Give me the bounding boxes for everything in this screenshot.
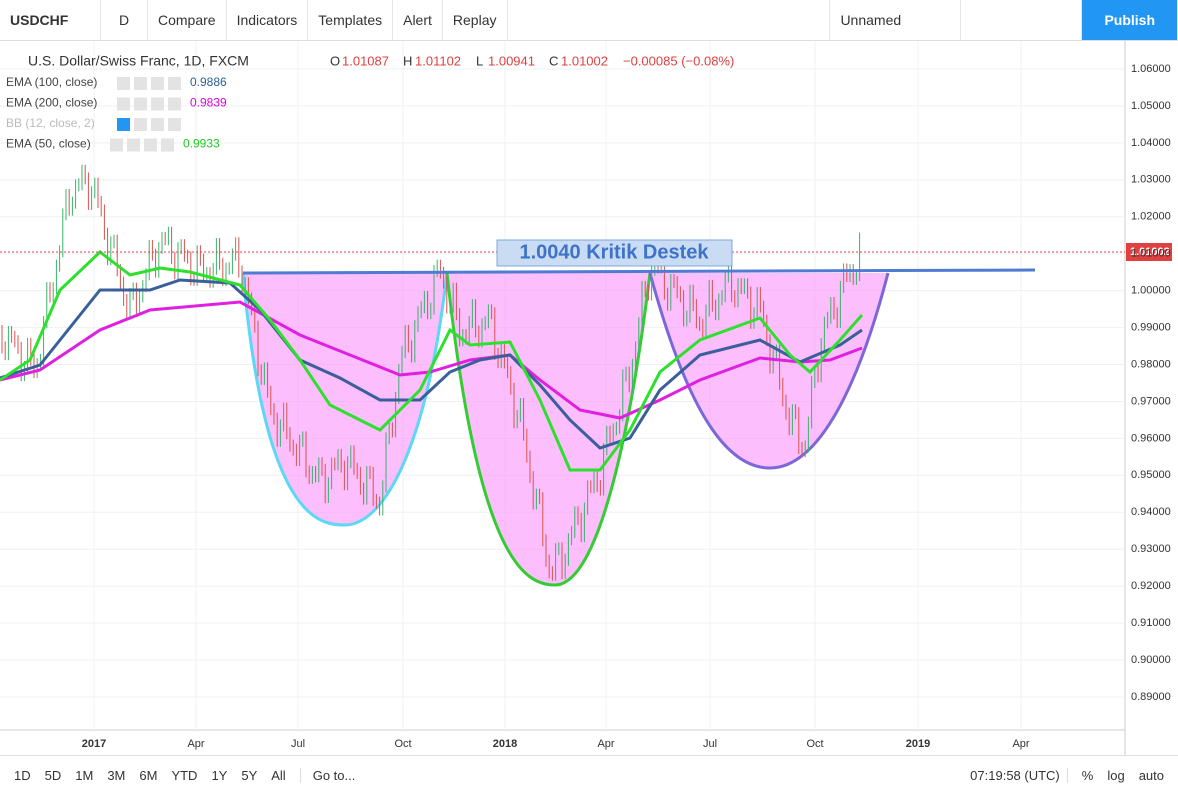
range-btn[interactable]: 5D bbox=[44, 767, 62, 783]
scale-option[interactable]: % bbox=[1081, 767, 1094, 783]
ohlc-value: 1.00941 bbox=[488, 53, 535, 68]
range-btn[interactable]: 1D bbox=[14, 767, 31, 783]
indicator-value: 0.9933 bbox=[183, 137, 220, 151]
indicator-btn bbox=[110, 138, 123, 152]
range-btn[interactable]: 1M bbox=[75, 767, 94, 783]
indicator-btn bbox=[168, 77, 181, 90]
indicator-value: 0.9839 bbox=[190, 96, 227, 110]
time-tick-label: Jul bbox=[291, 738, 305, 750]
indicator-btn bbox=[151, 118, 164, 131]
interval[interactable]: D bbox=[101, 0, 148, 40]
ohlc-value: 1.01102 bbox=[415, 53, 461, 68]
chart: 1.0040 Kritik Destek 1.01002 U.S. Dollar… bbox=[0, 41, 1172, 755]
price-tick-label: 0.97000 bbox=[1131, 395, 1171, 407]
ohlc-value: 1.01087 bbox=[342, 53, 389, 68]
price-tick-label: 1.01000 bbox=[1131, 248, 1171, 260]
symbol[interactable]: USDCHF bbox=[0, 0, 101, 40]
bottom-bar: 1D 5D 1M 3M 6M YTD 1Y 5Y All Go to... 07:19:58 (… bbox=[0, 755, 1178, 794]
ohlc-key: O bbox=[330, 53, 340, 68]
toolbar-btn[interactable]: Replay bbox=[443, 0, 508, 40]
indicator-name: EMA (200, close) bbox=[6, 96, 97, 110]
cup-outline bbox=[241, 272, 449, 527]
indicator-name: BB (12, close, 2) bbox=[6, 116, 95, 130]
toolbar: USDCHF D Compare Indicators Templates Al… bbox=[0, 0, 1178, 41]
cup-shape bbox=[243, 273, 447, 525]
indicator-btn bbox=[161, 138, 174, 152]
price-tick-label: 1.05000 bbox=[1131, 100, 1171, 112]
indicator-btn bbox=[151, 97, 164, 111]
toolbar-btn[interactable]: Alert bbox=[393, 0, 443, 40]
annotation-box bbox=[496, 239, 733, 267]
ohlc-key: H bbox=[403, 53, 412, 68]
price-tick-label: 0.96000 bbox=[1131, 432, 1171, 444]
ema-100 bbox=[0, 278, 863, 450]
time-tick-label: 2018 bbox=[493, 738, 517, 750]
cup-shape bbox=[650, 273, 888, 468]
range-btn[interactable]: 1Y bbox=[211, 767, 228, 783]
range-btn[interactable]: YTD bbox=[171, 767, 198, 783]
indicator-btn bbox=[117, 77, 130, 90]
toolbar-btn[interactable]: Compare bbox=[148, 0, 227, 40]
legend-title: U.S. Dollar/Swiss Franc, 1D, FXCM bbox=[28, 53, 249, 69]
layout-name[interactable]: Unnamed bbox=[830, 0, 962, 40]
indicator-btn bbox=[151, 77, 164, 90]
price-tick-label: 1.00000 bbox=[1131, 285, 1171, 297]
indicator-name: EMA (100, close) bbox=[6, 75, 97, 89]
last-price-box bbox=[1126, 243, 1172, 261]
indicator-btn bbox=[144, 138, 157, 152]
support-line bbox=[242, 268, 1036, 275]
range-btn[interactable]: All bbox=[271, 767, 286, 783]
clock: 07:19:58 (UTC) bbox=[970, 767, 1060, 783]
time-tick-label: Apr bbox=[187, 738, 204, 750]
indicator-btn bbox=[127, 138, 140, 152]
range-btn[interactable]: 6M bbox=[139, 767, 158, 783]
time-tick-label: Oct bbox=[806, 738, 823, 750]
price-tick-label: 1.06000 bbox=[1131, 63, 1171, 75]
ohlc-key: C bbox=[549, 53, 558, 68]
indicator-btn bbox=[168, 97, 181, 111]
price-tick-label: 0.98000 bbox=[1131, 358, 1171, 370]
price-tick-label: 0.89000 bbox=[1131, 691, 1171, 703]
indicator-btn bbox=[168, 118, 181, 131]
price-tick-label: 0.91000 bbox=[1131, 617, 1171, 629]
price-tick-label: 0.92000 bbox=[1131, 580, 1171, 592]
indicator-btn bbox=[117, 97, 130, 111]
time-tick-label: Apr bbox=[1012, 738, 1029, 750]
indicator-name: EMA (50, close) bbox=[6, 137, 91, 151]
publish-btn[interactable]: Publish bbox=[1082, 0, 1178, 40]
time-tick-label: Apr bbox=[597, 738, 614, 750]
indicator-btn bbox=[134, 77, 147, 90]
time-tick-label: Oct bbox=[394, 738, 411, 750]
indicator-btn bbox=[134, 97, 147, 111]
time-tick-label: 2019 bbox=[906, 738, 930, 750]
range-btn[interactable]: 3M bbox=[107, 767, 126, 783]
indicator-btn bbox=[117, 118, 130, 131]
toolbar-btn[interactable]: Indicators bbox=[227, 0, 309, 40]
toolbar-btn[interactable]: Templates bbox=[308, 0, 394, 40]
time-tick-label: 2017 bbox=[82, 738, 106, 750]
price-tick-label: 0.90000 bbox=[1131, 654, 1171, 666]
scale-option[interactable]: log bbox=[1107, 767, 1125, 783]
change: −0.00085 (−0.08%) bbox=[623, 53, 734, 68]
scale-option[interactable]: auto bbox=[1138, 767, 1164, 783]
price-tick-label: 1.03000 bbox=[1131, 174, 1171, 186]
goto[interactable]: Go to... bbox=[299, 767, 363, 783]
price-tick-label: 0.93000 bbox=[1131, 543, 1171, 555]
ohlc-key: L bbox=[476, 53, 483, 68]
price-tick-label: 0.95000 bbox=[1131, 469, 1171, 481]
price-tick-label: 0.99000 bbox=[1131, 321, 1171, 333]
range-btn[interactable]: 5Y bbox=[241, 767, 258, 783]
indicator-value: 0.9886 bbox=[190, 75, 227, 89]
price-tick-label: 0.94000 bbox=[1131, 506, 1171, 518]
indicator-btn bbox=[134, 118, 147, 131]
price-tick-label: 1.04000 bbox=[1131, 137, 1171, 149]
ema-50 bbox=[0, 250, 864, 472]
ohlc-value: 1.01002 bbox=[561, 53, 608, 68]
last-price: 1.01002 bbox=[1130, 246, 1170, 258]
price-tick-label: 1.02000 bbox=[1131, 211, 1171, 223]
time-tick-label: Jul bbox=[703, 738, 717, 750]
annotation: 1.0040 Kritik Destek bbox=[519, 241, 709, 263]
